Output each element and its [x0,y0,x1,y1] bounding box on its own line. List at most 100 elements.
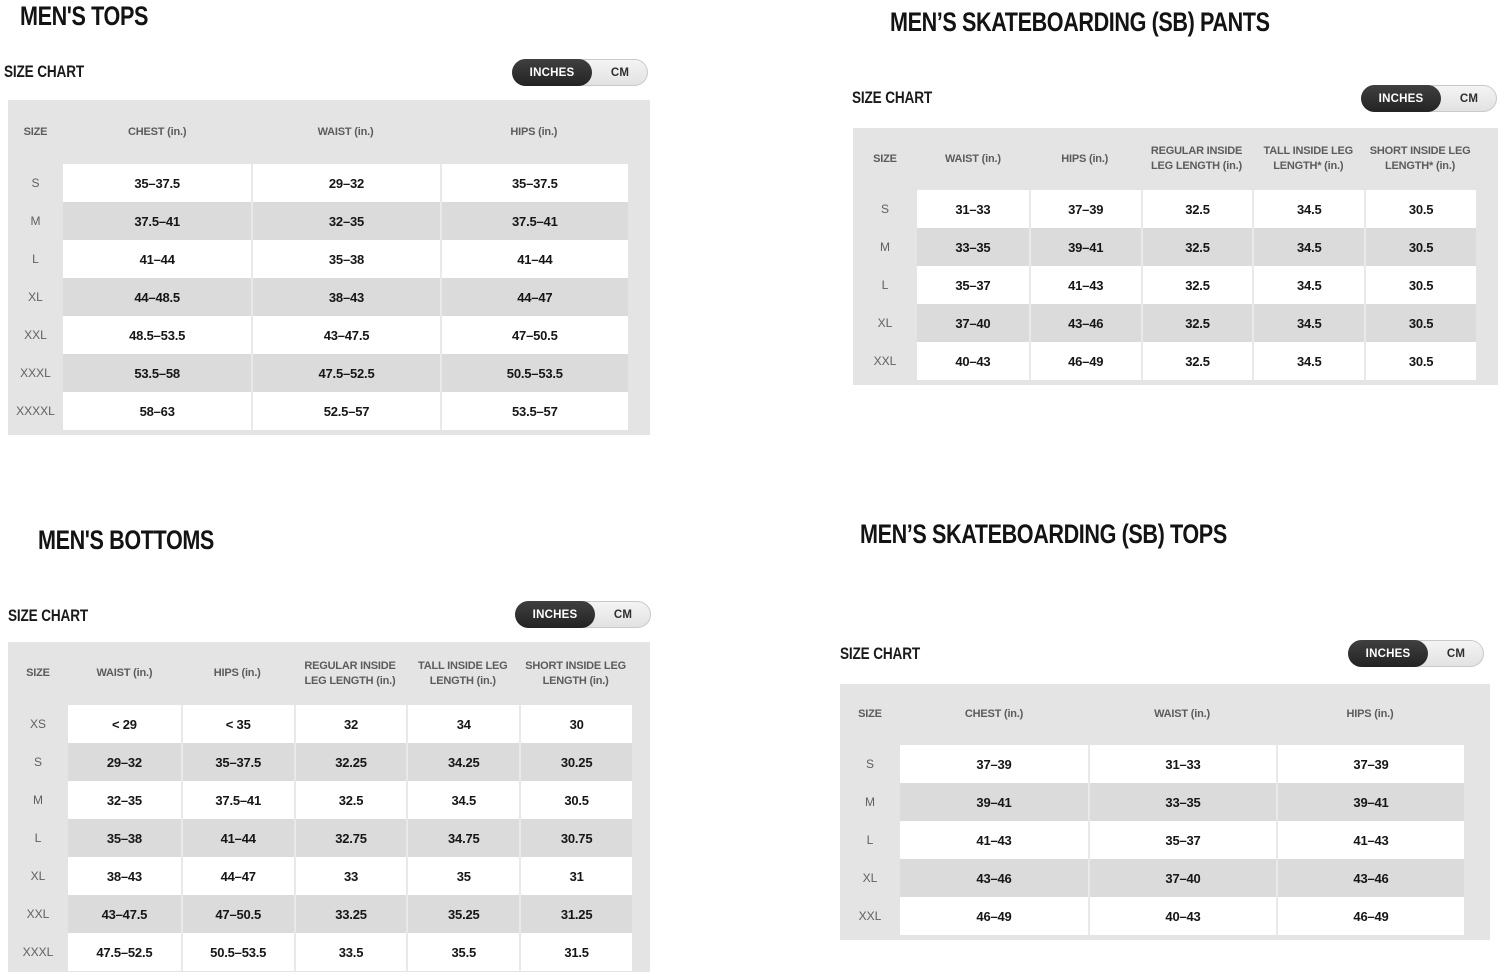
size-label: XXXL [22,945,54,959]
section-title: MEN’S SKATEBOARDING (SB) PANTS [890,7,1270,37]
size-label: XXXXL [16,404,55,418]
table-row: XL 43–46 37–40 43–46 [840,859,1464,897]
table-cell: 37–40 [1088,859,1276,897]
unit-toggle-cm-button[interactable]: CM [1459,92,1479,105]
table-cell: 32–35 [68,781,181,819]
table-cell: 35–37.5 [439,164,628,202]
table-cell: 31–33 [917,190,1029,228]
table-cell: 30.5 [1364,342,1476,380]
table-row: XXL 46–49 40–43 46–49 [840,897,1464,935]
column-header: WAIST (in.) [96,667,153,680]
size-label: L [32,252,39,266]
unit-toggle-inches-button[interactable]: INCHES [512,59,592,86]
table-cell: 37.5–41 [439,202,628,240]
size-label: XL [28,290,43,304]
table-cell: 40–43 [1088,897,1276,935]
table-cell: 46–49 [1028,342,1141,380]
table-cell: 37–40 [917,304,1029,342]
table-cell: 34.5 [1252,266,1365,304]
table-cell: 33–35 [1088,783,1276,821]
size-chart-table: SIZE CHEST (in.) WAIST (in.) HIPS (in.) S 37–… [840,684,1490,940]
table-cell: 44–47 [439,278,628,316]
table-cell: 50.5–53.5 [439,354,628,392]
table-cell: 30.5 [1364,304,1476,342]
section-mens-sb-pants: MEN’S SKATEBOARDING (SB) PANTS SIZE CHAR… [840,0,1500,460]
table-cell: 33–35 [917,228,1029,266]
column-header: WAIST (in.) [944,152,1001,165]
table-cell: 33.5 [293,933,407,971]
section-mens-tops: MEN'S TOPS SIZE CHART CM INCHES SIZE CHES… [0,0,660,460]
table-row: L 41–44 35–38 41–44 [8,240,628,278]
column-header: SHORT INSIDE LEG LENGTH (in.) [525,659,626,687]
table-cell: 43–47.5 [251,316,440,354]
size-label: L [866,833,874,847]
table-cell: 30 [519,705,632,743]
table-cell: 41–43 [1276,821,1464,859]
table-cell: 41–44 [63,240,252,278]
table-cell: 32 [293,705,407,743]
table-cell: 34.5 [1252,342,1365,380]
table-cell: 43–46 [1276,859,1464,897]
size-label: S [31,176,40,190]
table-cell: 37–39 [1028,190,1141,228]
table-cell: < 29 [68,705,181,743]
table-cell: 30.5 [519,781,632,819]
table-cell: 39–41 [1276,783,1464,821]
size-chart-table: SIZE WAIST (in.) HIPS (in.) REGULAR INSIDE … [8,642,650,972]
column-header: HIPS (in.) [213,667,261,680]
unit-toggle-cm-button[interactable]: CM [610,66,630,79]
table-row: XXL 43–47.5 47–50.5 33.25 35.25 31.25 [8,895,632,933]
unit-toggle-inches-button[interactable]: INCHES [1361,85,1441,112]
table-cell: 30.5 [1364,228,1476,266]
table-row: S 31–33 37–39 32.5 34.5 30.5 [853,190,1476,228]
size-label: M [33,793,43,807]
table-cell: 41–44 [439,240,628,278]
table-cell: 31–33 [1088,745,1276,783]
unit-toggle-cm-button[interactable]: CM [613,608,633,621]
table-row: XL 44–48.5 38–43 44–47 [8,278,628,316]
unit-toggle: CM INCHES [515,601,651,628]
size-label: S [865,757,874,771]
column-header: HIPS (in.) [1061,152,1109,165]
table-cell: 34.5 [406,781,520,819]
table-cell: 37.5–41 [180,781,294,819]
table-row: M 37.5–41 32–35 37.5–41 [8,202,628,240]
size-chart-table: SIZE WAIST (in.) HIPS (in.) REGULAR INSIDE … [853,128,1498,385]
table-row: XXL 48.5–53.5 43–47.5 47–50.5 [8,316,628,354]
unit-toggle: CM INCHES [512,59,648,86]
table-header-row: SIZE CHEST (in.) WAIST (in.) HIPS (in.) [8,100,628,164]
size-column-header: SIZE [873,152,897,165]
unit-toggle-cm-button[interactable]: CM [1446,647,1466,660]
size-label: XXL [858,909,882,923]
table-row: L 35–37 41–43 32.5 34.5 30.5 [853,266,1476,304]
table-cell: 39–41 [900,783,1088,821]
table-cell: 43–46 [900,859,1088,897]
table-cell: 35.25 [406,895,520,933]
size-label: L [34,831,42,845]
column-header: WAIST (in.) [1154,708,1210,721]
table-cell: 47–50.5 [180,895,294,933]
column-header: HIPS (in.) [510,125,558,138]
size-label: XXL [24,328,47,342]
section-mens-sb-tops: MEN’S SKATEBOARDING (SB) TOPS SIZE CHART… [840,518,1500,972]
table-cell: 30.5 [1364,266,1476,304]
size-label: L [881,278,889,292]
table-cell: 30.75 [519,819,632,857]
column-header: WAIST (in.) [317,125,374,138]
size-column-header: SIZE [858,708,882,721]
table-row: XL 38–43 44–47 33 35 31 [8,857,632,895]
section-title: MEN’S SKATEBOARDING (SB) TOPS [860,519,1227,549]
unit-toggle-inches-button[interactable]: INCHES [515,601,595,628]
table-cell: 32–35 [251,202,440,240]
table-cell: 32.5 [1140,266,1253,304]
table-row: L 41–43 35–37 41–43 [840,821,1464,859]
table-cell: 32.5 [1140,342,1253,380]
size-label: M [865,795,875,809]
table-cell: 29–32 [251,164,440,202]
table-cell: 30.25 [519,743,632,781]
table-row: M 39–41 33–35 39–41 [840,783,1464,821]
table-cell: 31.5 [519,933,632,971]
table-cell: 37–39 [1276,745,1464,783]
section-mens-bottoms: MEN'S BOTTOMS SIZE CHART CM INCHES SIZE W… [0,524,660,972]
unit-toggle-inches-button[interactable]: INCHES [1348,640,1428,667]
